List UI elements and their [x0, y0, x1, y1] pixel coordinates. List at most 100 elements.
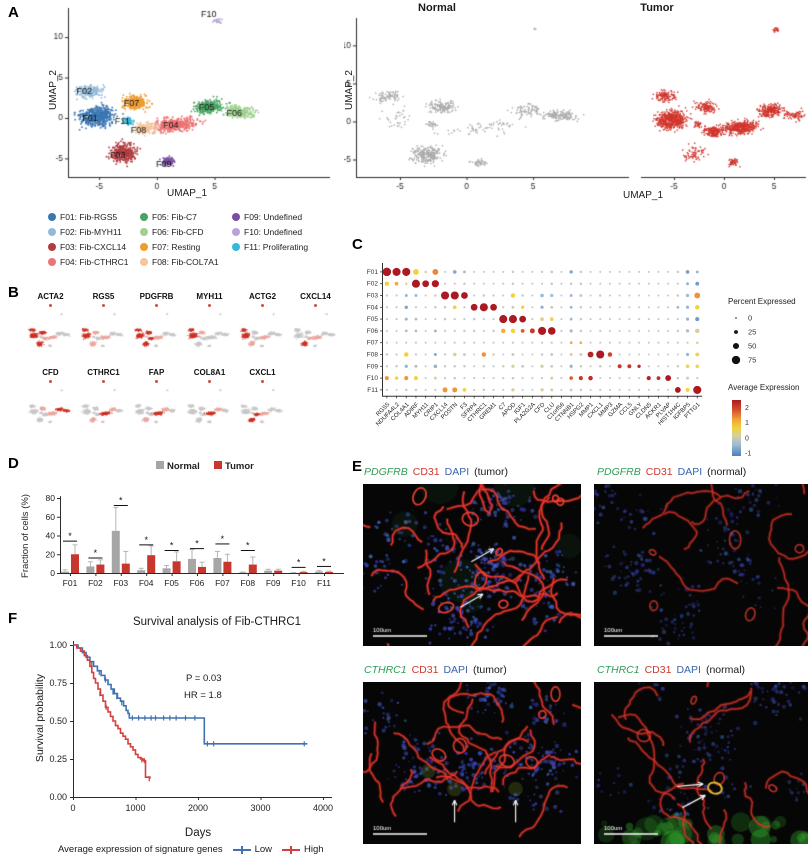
gene-label: CTHRC1 — [597, 664, 640, 676]
legend-item-f11: F11: Proliferating — [232, 242, 308, 252]
umap-tumor-title: Tumor — [640, 2, 674, 14]
dotplot-dot — [667, 329, 670, 332]
bar-tumor — [325, 571, 333, 574]
dotplot-dot — [502, 294, 505, 297]
dotplot-dot — [647, 270, 650, 273]
bar-tumor — [121, 563, 130, 574]
dotplot-dot — [473, 270, 476, 273]
dotplot-dot — [647, 388, 650, 391]
dotplot-dot — [589, 282, 592, 285]
feature-gene-title: ACTG2 — [248, 292, 277, 301]
dotplot-dot — [492, 365, 495, 368]
dotplot-dot — [404, 376, 409, 381]
dotplot-dot — [579, 353, 583, 356]
survival-xlabel: Days — [184, 827, 212, 839]
dotplot-dot — [598, 306, 602, 309]
cluster-legend: F01: Fib-RGS5 F02: Fib-MYH11 F03: Fib-CXCL… — [42, 212, 342, 276]
dotplot-dot — [413, 268, 419, 275]
dotplot-dot — [569, 388, 573, 392]
significance-star: * — [94, 548, 98, 558]
dotplot-dot — [589, 318, 592, 321]
dotplot-dot — [531, 306, 534, 309]
dotplot-dot — [547, 327, 556, 335]
dotplot-dot — [589, 341, 592, 344]
dotplot-dot — [414, 294, 418, 297]
feature-plot-pdgfrb — [132, 310, 180, 350]
dotplot-row-label: F10 — [367, 375, 379, 382]
dotplot-dot — [433, 376, 437, 380]
legend-dot-f09 — [232, 213, 240, 221]
dotplot-dot — [519, 315, 527, 323]
dotplot-row-label: F06 — [367, 328, 379, 335]
dotplot-dot — [560, 388, 563, 391]
dotplot-dot — [502, 376, 505, 380]
dotplot-dot — [482, 377, 485, 380]
feature-gene-title: CXCL1 — [249, 368, 276, 377]
bar-normal — [188, 558, 196, 573]
dotplot-dot — [569, 329, 573, 333]
legend-dot-f01 — [48, 213, 56, 221]
dotplot-dot — [531, 270, 534, 273]
legend-label: F01: Fib-RGS5 — [60, 212, 118, 222]
dotplot-dot — [511, 341, 515, 344]
dotplot-dot — [395, 341, 398, 344]
legend-swatch-normal — [156, 461, 164, 469]
km-xtick: 1000 — [125, 803, 145, 813]
significance-star: * — [170, 541, 174, 551]
dotplot-dot — [550, 376, 554, 380]
significance-star: * — [297, 557, 301, 567]
dotplot-dot — [502, 341, 505, 344]
bar-ytick: 80 — [46, 493, 56, 503]
dotplot-dot — [510, 293, 516, 298]
dotplot-dot — [596, 350, 605, 359]
dotplot-dot — [521, 294, 524, 297]
dotplot-dot — [608, 377, 611, 380]
dotplot-dot — [434, 317, 437, 321]
dotplot-dot — [521, 377, 524, 380]
dotplot-dot — [540, 376, 544, 380]
dotplot-dot — [521, 388, 524, 391]
dotplot-dot — [511, 376, 515, 380]
bar-tumor — [198, 566, 206, 573]
dotplot-dot — [550, 341, 553, 344]
expression-legend-value: 1 — [745, 420, 749, 427]
dotplot-dot — [453, 282, 456, 285]
dotplot-dot — [686, 341, 689, 344]
dotplot-dot — [627, 364, 632, 369]
dotplot-dot — [511, 388, 515, 392]
dotplot-dot — [550, 270, 554, 274]
feature-gene-title: MYH11 — [196, 292, 223, 301]
dotplot-dot — [433, 353, 437, 356]
dotplot-dot — [676, 341, 679, 344]
dotplot-dot — [482, 270, 485, 273]
dotplot-dot — [674, 386, 681, 393]
dotplot-dot — [589, 329, 592, 332]
umap2-axis-label-right: UMAP_2 — [344, 70, 355, 111]
survival-legend-low: Low — [254, 844, 273, 855]
dotplot-dot — [667, 294, 670, 297]
dotplot-dot — [531, 377, 534, 380]
feature-gene-title: CXCL14 — [300, 292, 331, 301]
dotplot-dot — [521, 353, 524, 356]
dotplot-dot — [492, 388, 495, 392]
tissue-label: (normal) — [707, 466, 747, 478]
dotplot-dot — [395, 306, 398, 309]
pvalue-annotation: P = 0.03 — [186, 673, 222, 684]
dotplot-dot — [453, 376, 457, 380]
legend-dot-f06 — [140, 228, 148, 236]
dotplot-dot — [424, 270, 427, 274]
legend-item-f01: F01: Fib-RGS5 — [48, 212, 117, 222]
km-ytick: 0.75 — [49, 678, 67, 688]
dotplot-dot — [463, 270, 466, 274]
dotplot-dot — [608, 318, 611, 321]
dotplot-dot — [638, 270, 641, 273]
dotplot-dot — [695, 317, 700, 322]
dotplot-dot — [472, 329, 476, 333]
km-xtick: 4000 — [313, 803, 333, 813]
low-line-glyph — [232, 845, 251, 854]
dotplot-dot — [560, 341, 563, 344]
bar-normal — [137, 570, 146, 573]
dotplot-dot — [404, 352, 409, 357]
dotplot-dot — [540, 293, 544, 298]
dotplot-row-label: F03 — [367, 293, 379, 300]
